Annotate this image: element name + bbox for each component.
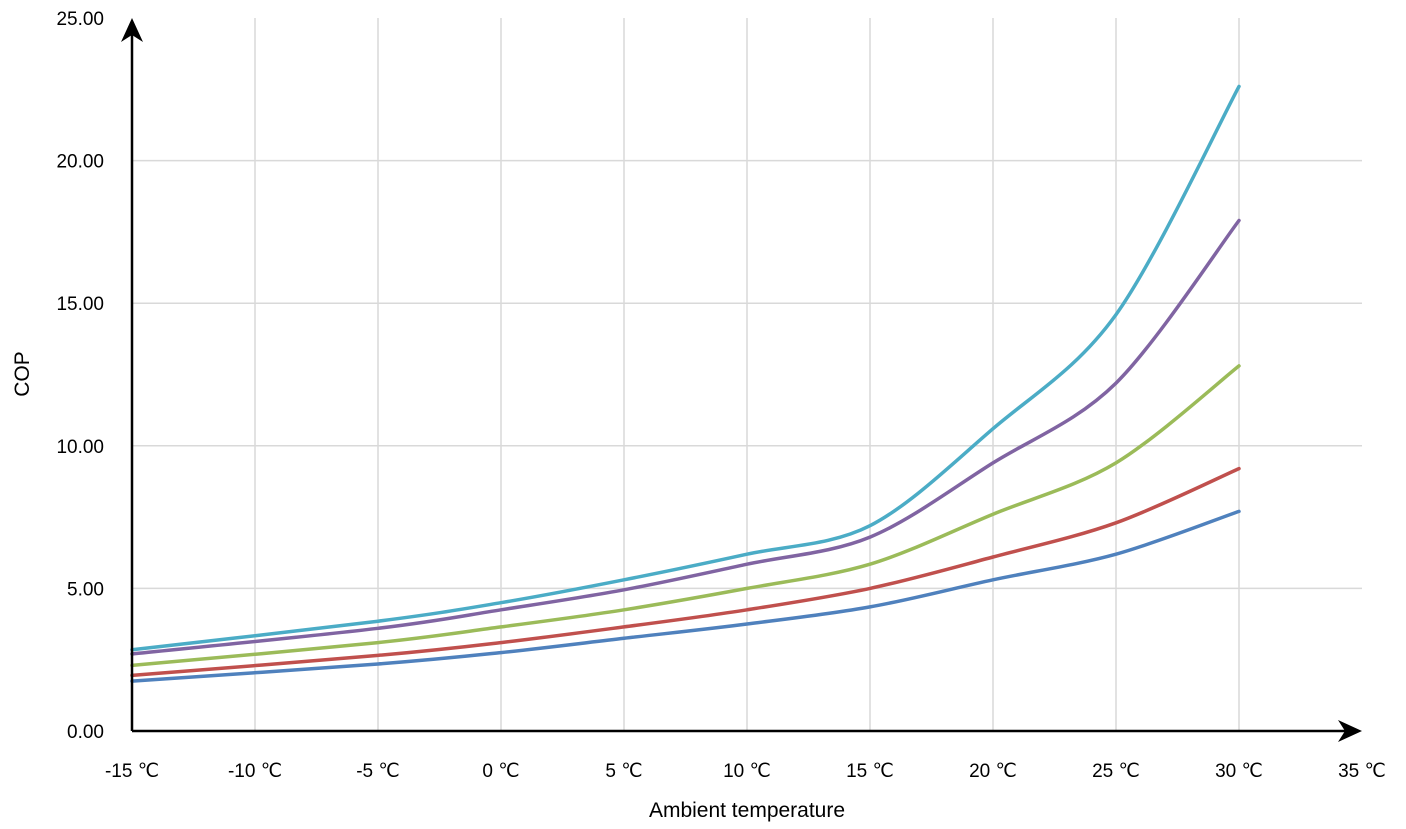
x-tick-label: 10 ℃ — [723, 761, 771, 782]
y-axis-arrow-icon — [121, 18, 143, 42]
series-line-4 — [130, 218, 1241, 656]
x-tick-label: -10 ℃ — [228, 761, 282, 782]
series-line-2 — [130, 466, 1241, 678]
y-tick-label: 20.00 — [56, 152, 104, 173]
x-tick-labels: -15 ℃ -10 ℃ -5 ℃ 0 ℃ 5 ℃ 10 ℃ 15 ℃ 20 ℃ 25 ℃ 30 ℃… — [105, 761, 1386, 782]
x-tick-label: -15 ℃ — [105, 761, 159, 782]
x-tick-label: 35 ℃ — [1338, 761, 1386, 782]
series-line-1 — [130, 509, 1241, 683]
y-tick-labels: 0.00 5.00 10.00 15.00 20.00 25.00 — [56, 9, 104, 743]
y-tick-label: 10.00 — [56, 437, 104, 458]
y-tick-label: 5.00 — [67, 579, 104, 600]
gridlines — [132, 18, 1362, 731]
axes — [121, 18, 1362, 742]
series-line-5 — [130, 84, 1241, 652]
x-axis-label: Ambient temperature — [649, 799, 845, 822]
x-tick-label: 15 ℃ — [846, 761, 894, 782]
x-axis-arrow-icon — [1338, 720, 1362, 742]
y-tick-label: 0.00 — [67, 722, 104, 743]
x-tick-label: -5 ℃ — [356, 761, 400, 782]
y-tick-label: 15.00 — [56, 294, 104, 315]
y-tick-label: 25.00 — [56, 9, 104, 30]
series-line-3 — [130, 364, 1241, 668]
x-tick-label: 25 ℃ — [1092, 761, 1140, 782]
x-tick-label: 30 ℃ — [1215, 761, 1263, 782]
x-tick-label: 5 ℃ — [605, 761, 642, 782]
series-lines — [130, 84, 1241, 683]
x-tick-label: 0 ℃ — [482, 761, 519, 782]
y-axis-label: COP — [11, 351, 34, 397]
x-tick-label: 20 ℃ — [969, 761, 1017, 782]
